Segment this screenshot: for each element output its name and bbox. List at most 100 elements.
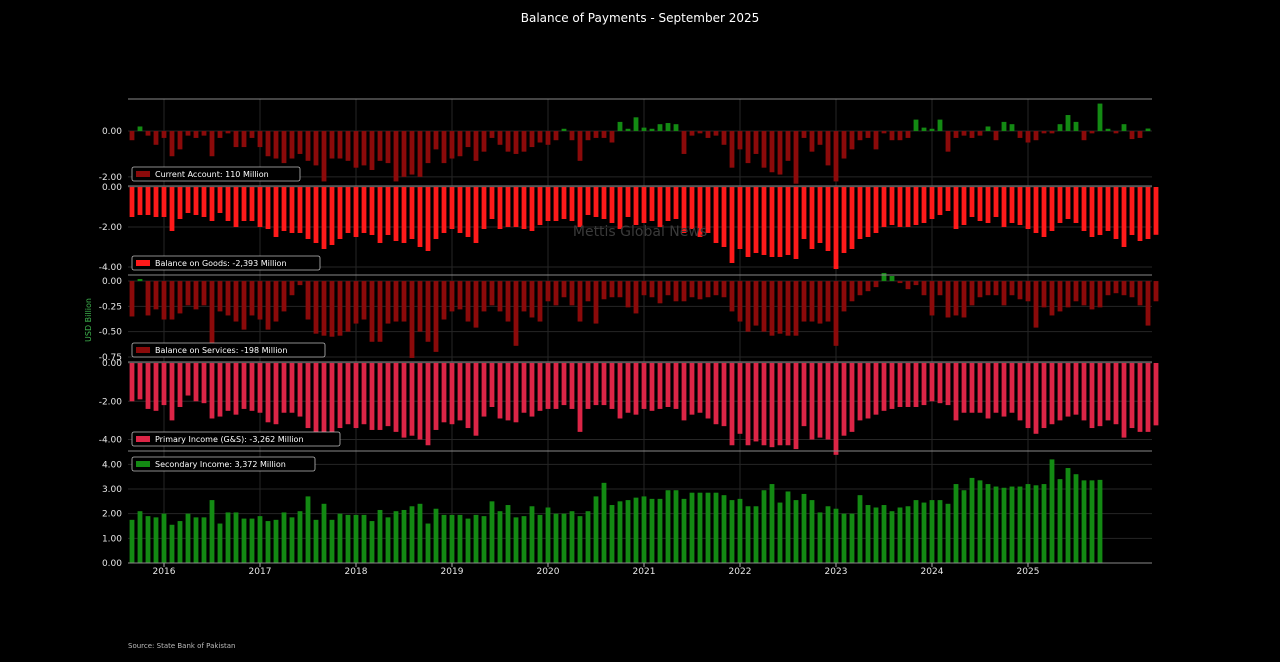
bar	[937, 187, 943, 215]
bar	[577, 281, 583, 322]
bar	[961, 281, 967, 318]
bar	[1121, 124, 1127, 132]
bar	[201, 517, 207, 563]
bar	[817, 131, 823, 145]
bar	[553, 131, 559, 141]
bar	[265, 363, 271, 423]
bar	[145, 187, 151, 215]
bar	[209, 500, 215, 563]
bar	[881, 187, 887, 227]
bar	[1033, 485, 1039, 563]
bar	[457, 363, 463, 421]
y-axis-label: USD Billion	[84, 298, 93, 342]
bar	[137, 279, 143, 282]
bar	[1001, 363, 1007, 417]
bar	[433, 281, 439, 352]
bar	[553, 513, 559, 563]
bar	[1041, 363, 1047, 429]
legend: Balance on Goods: -2,393 Million	[131, 255, 321, 271]
bar	[1025, 281, 1031, 302]
bar	[889, 187, 895, 225]
bar	[577, 131, 583, 161]
bar	[129, 131, 135, 141]
bar	[617, 501, 623, 563]
bar	[393, 131, 399, 182]
bar	[633, 117, 639, 132]
legend-label: Secondary Income: 3,372 Million	[155, 460, 286, 469]
bar	[585, 187, 591, 215]
bar	[897, 507, 903, 563]
bar	[185, 281, 191, 306]
bar	[969, 477, 975, 563]
bar	[473, 514, 479, 563]
bar	[449, 514, 455, 563]
bar	[401, 509, 407, 563]
bar	[673, 124, 679, 132]
bar	[1057, 124, 1063, 132]
bar	[1129, 281, 1135, 298]
bar	[601, 131, 607, 138]
bar	[129, 519, 135, 563]
bar	[665, 123, 671, 132]
bar	[801, 363, 807, 427]
bar	[169, 281, 175, 320]
bar	[809, 500, 815, 563]
bar	[193, 187, 199, 215]
bar	[305, 363, 311, 429]
bar	[641, 281, 647, 296]
y-tick-label: 3.00	[102, 485, 122, 495]
bar	[873, 131, 879, 150]
bar	[609, 131, 615, 143]
bar	[817, 187, 823, 243]
bar	[905, 187, 911, 227]
bar	[705, 187, 711, 233]
bar	[473, 363, 479, 436]
bar	[753, 187, 759, 253]
bar	[321, 187, 327, 249]
bar	[321, 363, 327, 442]
legend-layer: Current Account: 110 Million Balance on G…	[131, 166, 341, 472]
bar	[377, 131, 383, 161]
y-tick-label: -0.25	[99, 302, 122, 312]
bar	[1017, 281, 1023, 300]
bar	[273, 131, 279, 159]
bar	[753, 363, 759, 442]
bar	[217, 281, 223, 312]
bar	[753, 506, 759, 563]
bar	[1057, 479, 1063, 563]
bar	[841, 131, 847, 159]
bar	[689, 492, 695, 563]
bar	[745, 281, 751, 332]
bar	[241, 187, 247, 221]
bar	[601, 363, 607, 406]
bar	[425, 523, 431, 563]
bar	[1113, 281, 1119, 294]
bar	[265, 521, 271, 563]
bar	[585, 363, 591, 409]
bar	[945, 363, 951, 406]
bar	[513, 187, 519, 227]
bar	[825, 506, 831, 563]
bar	[433, 131, 439, 150]
bar	[833, 131, 839, 182]
bar	[449, 363, 455, 425]
bar	[345, 187, 351, 233]
bar	[1017, 486, 1023, 563]
bar	[177, 131, 183, 150]
bar	[233, 131, 239, 148]
x-tick-label: 2018	[345, 567, 368, 577]
bar	[697, 492, 703, 563]
bar	[225, 281, 231, 316]
bar	[457, 131, 463, 157]
bar	[905, 281, 911, 290]
y-tick-label: -4.00	[99, 263, 123, 273]
bar	[193, 281, 199, 310]
bar	[1105, 128, 1111, 132]
bar	[953, 484, 959, 563]
bar	[665, 281, 671, 296]
bar	[465, 131, 471, 148]
bar	[977, 281, 983, 298]
bar	[1017, 131, 1023, 138]
bar	[553, 281, 559, 306]
bar	[129, 363, 135, 402]
